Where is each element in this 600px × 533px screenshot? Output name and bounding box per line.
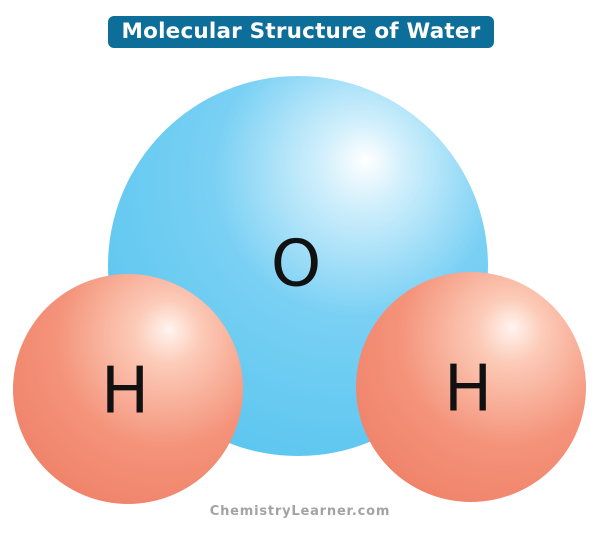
hydrogen-symbol-right: H [444,353,492,427]
hydrogen-atom-left: H [13,274,243,504]
hydrogen-sphere-left [13,274,243,504]
diagram-title: Molecular Structure of Water [121,19,481,44]
hydrogen-sphere-right [356,272,586,502]
hydrogen-symbol-left: H [101,355,149,429]
title-badge: Molecular Structure of Water [108,16,494,48]
watermark: ChemistryLearner.com [209,504,391,519]
oxygen-symbol: O [271,228,321,302]
hydrogen-atom-right: H [356,272,586,502]
